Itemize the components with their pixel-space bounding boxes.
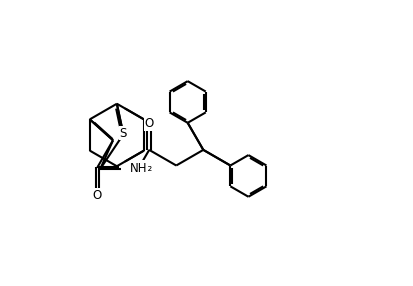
Text: S: S <box>119 127 127 140</box>
Text: O: O <box>93 189 102 202</box>
Text: NH: NH <box>129 162 147 175</box>
Text: NH₂: NH₂ <box>130 161 152 174</box>
Text: O: O <box>144 117 154 130</box>
